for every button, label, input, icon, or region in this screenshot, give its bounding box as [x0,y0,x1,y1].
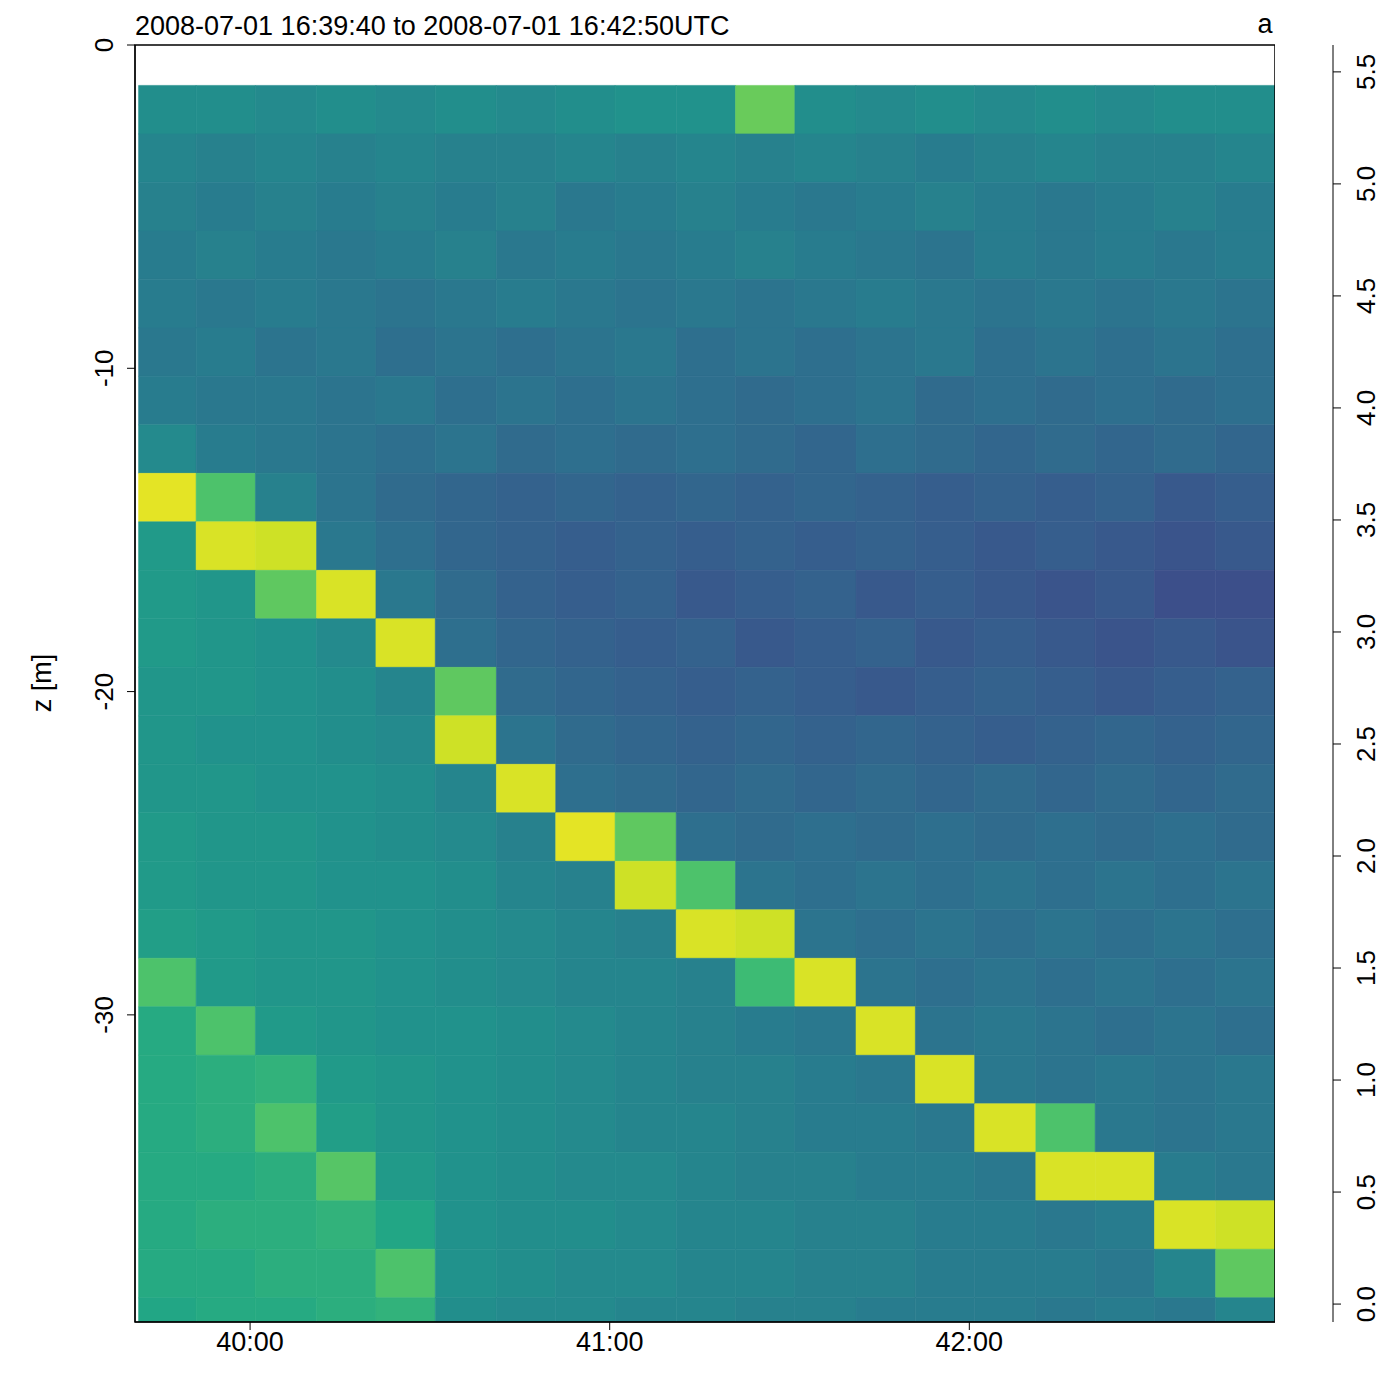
svg-text:4.5: 4.5 [1351,278,1381,314]
svg-text:0.0: 0.0 [1351,1286,1381,1322]
svg-text:0: 0 [89,38,119,52]
svg-text:42:00: 42:00 [936,1327,1004,1357]
svg-text:1.5: 1.5 [1351,950,1381,986]
svg-text:3.5: 3.5 [1351,502,1381,538]
svg-text:-20: -20 [89,673,119,711]
html-text:a: a [1257,9,1273,39]
svg-text:-10: -10 [89,350,119,388]
svg-text:5.0: 5.0 [1351,166,1381,202]
svg-text:2.5: 2.5 [1351,726,1381,762]
svg-text:3.0: 3.0 [1351,614,1381,650]
svg-text:5.5: 5.5 [1351,54,1381,90]
svg-text:0.5: 0.5 [1351,1174,1381,1210]
svg-text:40:00: 40:00 [216,1327,284,1357]
svg-text:41:00: 41:00 [576,1327,644,1357]
svg-text:1.0: 1.0 [1351,1062,1381,1098]
svg-text:-30: -30 [89,996,119,1034]
html-text:2008-07-01 16:39:40 to 2008-07: 2008-07-01 16:39:40 to 2008-07-01 16:42:… [135,11,730,41]
html-text:z [m]: z [m] [27,653,57,713]
svg-text:4.0: 4.0 [1351,390,1381,426]
svg-text:2.0: 2.0 [1351,838,1381,874]
